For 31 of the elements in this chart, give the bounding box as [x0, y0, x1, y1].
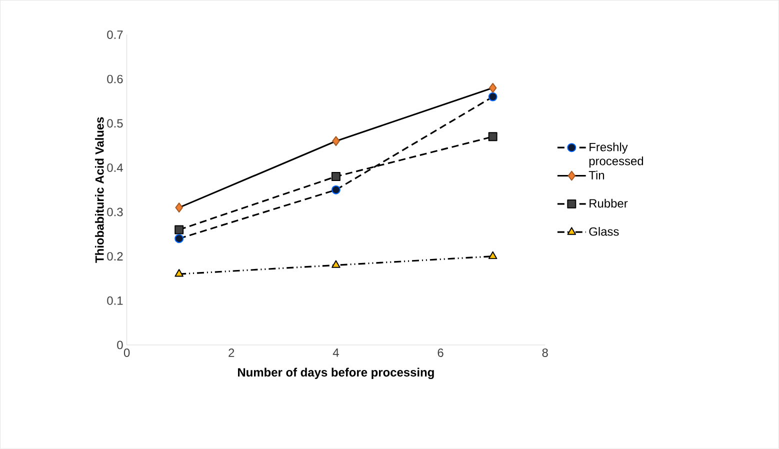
legend-label: Freshly processed: [589, 142, 644, 168]
legend-label: Tin: [588, 170, 604, 180]
point: [488, 251, 498, 260]
y-tick-label: 0.3: [107, 208, 123, 216]
x-tick-label: 6: [438, 348, 444, 358]
y-tick-label: 0: [117, 340, 123, 350]
y-tick-label: 0.6: [107, 74, 123, 84]
point: [175, 202, 183, 213]
point: [332, 260, 340, 268]
point: [331, 185, 340, 194]
y-tick-label: 0.7: [107, 30, 123, 40]
point: [174, 225, 184, 234]
x-tick-label: 4: [332, 348, 339, 357]
legend-label: Glass: [589, 227, 619, 236]
y-axis-title: Thiobabituric Acid Values: [95, 117, 104, 263]
point: [174, 269, 184, 277]
x-tick-label: 8: [542, 348, 548, 358]
point: [174, 234, 184, 244]
y-tick-label: 0.5: [107, 119, 123, 128]
point: [331, 172, 340, 182]
x-tick-label: 2: [228, 348, 234, 357]
legend-label: Rubber: [590, 198, 628, 208]
point: [488, 92, 498, 102]
point: [332, 136, 340, 146]
y-tick-label: 0.1: [107, 296, 123, 305]
y-tick-label: 0.4: [107, 164, 123, 172]
x-axis-title: Number of days before processing: [238, 368, 434, 380]
point: [488, 132, 498, 142]
point: [488, 83, 497, 94]
y-tick-label: 0.2: [107, 252, 123, 261]
x-tick-label: 0: [124, 348, 130, 358]
